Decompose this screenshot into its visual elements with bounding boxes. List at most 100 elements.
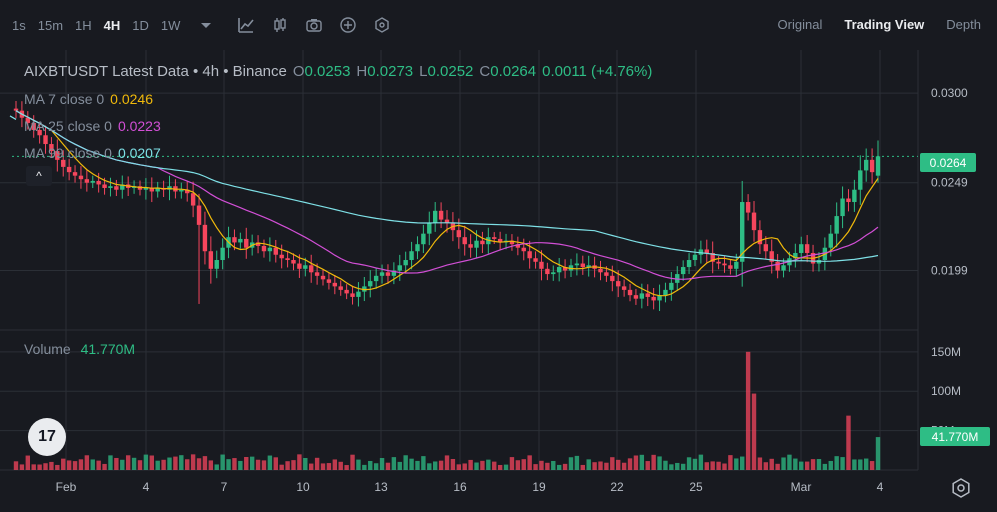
volume-bar	[279, 464, 284, 470]
ma7-value: 0.0246	[110, 90, 153, 107]
hexagon-settings-icon[interactable]	[374, 17, 390, 33]
volume-bar	[25, 455, 31, 470]
volume-bar	[397, 461, 402, 470]
candle-body	[238, 238, 243, 243]
volume-bar	[509, 457, 515, 470]
volume-bar	[37, 464, 42, 470]
candle-body	[645, 293, 650, 297]
camera-icon[interactable]	[306, 17, 323, 33]
candle-body	[37, 129, 42, 136]
time-axis-label: 13	[374, 480, 388, 494]
volume-bar	[55, 464, 60, 470]
candle-body	[651, 296, 656, 301]
volume-bar	[621, 462, 627, 470]
candle-body	[799, 244, 804, 253]
volume-bar	[409, 458, 414, 470]
candle-body	[545, 268, 550, 275]
volume-bar	[474, 462, 479, 470]
volume-bar	[432, 461, 438, 470]
candle-body	[745, 202, 751, 213]
timeframe-1w[interactable]: 1W	[160, 17, 181, 33]
volume-bar	[728, 455, 733, 470]
legend-collapse-button[interactable]: ^	[26, 166, 52, 186]
timeframe-4h[interactable]: 4H	[103, 17, 121, 33]
volume-bar	[521, 459, 526, 470]
candle-body	[456, 230, 462, 238]
volume-bar	[840, 457, 845, 470]
candle-body	[179, 189, 184, 192]
volume-bar	[220, 454, 225, 470]
volume-bar	[350, 454, 355, 470]
view-original[interactable]: Original	[777, 17, 823, 32]
volume-bar	[320, 463, 326, 470]
volume-bar	[604, 462, 609, 470]
ma99-line-start	[9, 115, 17, 120]
candle-body	[78, 175, 84, 180]
time-axis-label: 16	[453, 480, 467, 494]
candle-body	[769, 251, 774, 262]
volume-bar	[462, 463, 467, 470]
timeframe-1h[interactable]: 1H	[75, 17, 92, 33]
candle-body	[680, 267, 686, 275]
volume-bar	[78, 459, 84, 470]
candle-body	[763, 244, 769, 252]
volume-bar	[185, 459, 190, 470]
candle-body	[108, 186, 113, 188]
chevron-down-icon[interactable]	[198, 17, 214, 33]
volume-bar	[539, 460, 544, 470]
ma99-row: MA 99 close 0 0.0207	[24, 139, 652, 166]
candle-body	[539, 261, 544, 269]
candle-body	[102, 184, 107, 188]
volume-bar	[255, 459, 261, 470]
candle-body	[840, 198, 845, 217]
candle-body	[740, 202, 745, 262]
volume-bar	[155, 460, 160, 470]
volume-bar	[486, 459, 491, 470]
time-axis-label: 4	[877, 480, 884, 494]
volume-bar	[734, 458, 739, 470]
candle-body	[338, 286, 343, 290]
candle-body	[734, 261, 739, 269]
high-label: H	[356, 63, 368, 80]
candle-body	[220, 247, 225, 261]
volume-bar	[846, 415, 851, 470]
indicator-icon[interactable]	[238, 17, 255, 33]
volume-bar	[131, 457, 137, 470]
candle-body	[669, 282, 674, 290]
volume-bar	[633, 455, 639, 470]
timeframe-15m[interactable]: 15m	[37, 17, 64, 33]
timeframe-1d[interactable]: 1D	[132, 17, 149, 33]
volume-bar	[586, 459, 591, 470]
gear-icon[interactable]	[951, 478, 971, 498]
volume-legend: Volume 41.770M	[24, 341, 135, 357]
candle-type-icon[interactable]	[272, 17, 288, 33]
view-trading-view[interactable]: Trading View	[844, 17, 925, 32]
chart-area[interactable]: 0.03000.02490.0199150M100M50MFeb47101316…	[0, 50, 997, 507]
ma25-label: MA 25 close 0	[24, 117, 112, 134]
view-depth[interactable]: Depth	[946, 17, 981, 32]
volume-bar	[645, 461, 650, 470]
volume-bar	[828, 460, 833, 470]
plus-circle-icon[interactable]	[340, 17, 357, 33]
volume-bar	[545, 462, 550, 470]
volume-bar	[663, 460, 668, 470]
candle-body	[509, 240, 515, 245]
candle-body	[497, 238, 503, 243]
candle-body	[527, 251, 532, 259]
volume-bar	[273, 457, 278, 470]
volume-bar	[244, 456, 249, 470]
candle-body	[616, 281, 621, 287]
volume-bar	[480, 460, 485, 470]
volume-bar	[492, 461, 497, 470]
candle-body	[444, 219, 450, 224]
volume-bar	[31, 464, 36, 470]
price-chart-svg[interactable]: 0.03000.02490.0199150M100M50MFeb47101316…	[0, 50, 997, 507]
candle-body	[604, 272, 609, 276]
timeframe-1s[interactable]: 1s	[12, 17, 26, 33]
candle-body	[279, 254, 284, 259]
candle-body	[515, 244, 521, 248]
candle-body	[297, 263, 302, 269]
candle-body	[639, 293, 645, 299]
volume-bar	[503, 464, 509, 470]
volume-bar	[527, 455, 532, 470]
